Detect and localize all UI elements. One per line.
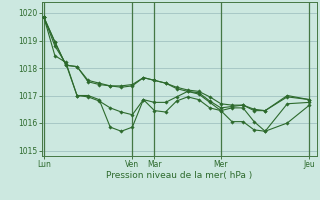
X-axis label: Pression niveau de la mer( hPa ): Pression niveau de la mer( hPa ) (106, 171, 252, 180)
